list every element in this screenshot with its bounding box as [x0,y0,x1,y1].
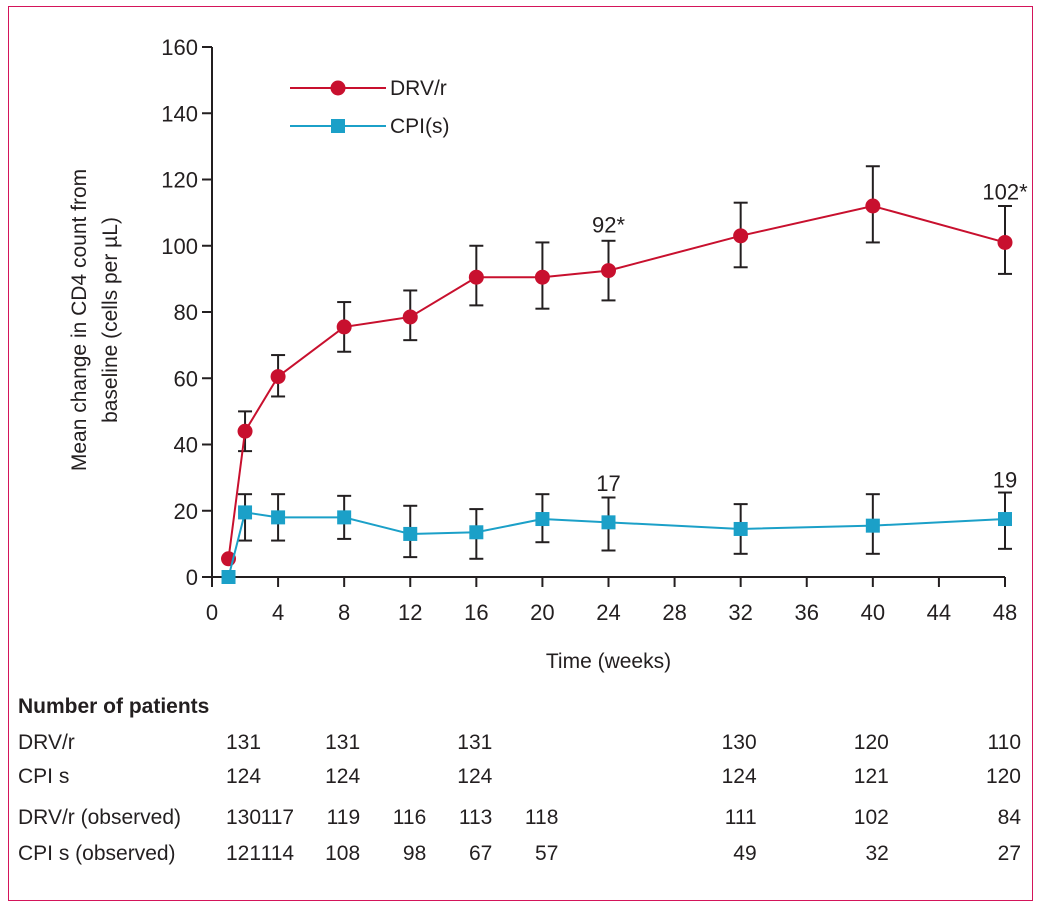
x-tick-label: 24 [596,600,620,625]
patients-count-cell: 49 [733,842,757,865]
drvr-point [237,423,253,439]
patients-count-cell: 124 [457,765,493,788]
data-annotation: 17 [596,471,620,496]
drvr-point [534,269,550,285]
y-tick-label: 140 [161,101,198,126]
cpis-point [998,512,1012,527]
patients-count-cell: 120 [985,765,1021,788]
patients-count-cell: 27 [997,842,1021,865]
y-tick-label: 20 [174,499,198,524]
y-tick-label: 120 [161,168,198,193]
patients-count-cell: 114 [260,842,295,865]
patients-count-cell: 32 [865,842,889,865]
patients-count-cell: 84 [997,806,1021,829]
patients-count-cell: 113 [458,806,493,829]
cpis-point [469,525,484,540]
patients-count-cell: 57 [535,842,559,865]
patients-count-cell: 98 [402,842,427,865]
patients-row-label: CPI s (observed) [18,842,176,865]
y-axis-label: Mean change in CD4 count from [68,169,91,471]
figure-frame [8,6,1033,901]
y-tick-label: 100 [161,234,198,259]
x-tick-label: 16 [464,600,488,625]
drvr-point [997,234,1013,250]
drvr-point [601,263,616,279]
drvr-point [270,369,286,385]
cpis-point [221,570,236,584]
x-tick-label: 44 [927,600,951,625]
cpis-point [733,521,748,536]
patients-count-cell: 131 [225,731,262,754]
patients-count-cell: 130 [225,806,262,829]
y-tick-label: 80 [174,300,198,325]
patients-count-cell: 108 [325,842,361,865]
cpis-point [238,505,253,520]
data-annotation: 102* [982,179,1028,204]
patients-count-cell: 119 [326,806,361,829]
patients-count-cell: 67 [468,842,493,865]
patients-row-label: CPI s [18,765,70,788]
legend-label-drvr: DRV/r [390,77,447,100]
drvr-point [468,269,484,285]
cpis-point [535,512,550,527]
legend-marker-cpis [331,119,345,133]
x-tick-label: 4 [272,600,284,625]
cpis-point [601,515,616,530]
patients-count-cell: 130 [721,731,757,754]
data-annotation: 92* [592,213,625,238]
patients-count-cell: 124 [225,765,262,788]
patients-count-cell: 111 [724,806,757,829]
patients-count-cell: 118 [524,806,559,829]
patients-table-title: Number of patients [18,695,210,718]
drvr-point [865,198,881,214]
patients-count-cell: 110 [987,731,1021,754]
y-tick-label: 60 [174,366,198,391]
y-tick-label: 160 [161,35,198,60]
patients-count-cell: 124 [721,765,757,788]
patients-row-label: DRV/r (observed) [18,806,181,829]
patients-count-cell: 120 [853,731,889,754]
y-axis-label-line2: baseline (cells per µL) [99,217,122,423]
drvr-point [402,309,418,325]
x-tick-label: 8 [338,600,350,625]
y-tick-label: 40 [174,433,198,458]
x-tick-label: 0 [206,600,218,625]
x-tick-label: 32 [728,600,752,625]
legend-label-cpis: CPI(s) [390,115,450,138]
cpis-point [403,526,418,541]
patients-count-cell: 121 [853,765,889,788]
patients-count-cell: 131 [457,731,493,754]
drvr-point [733,228,749,244]
patients-count-cell: 121 [225,842,262,865]
y-tick-label: 0 [186,565,198,590]
patients-count-cell: 124 [325,765,361,788]
patients-row-label: DRV/r [18,731,75,754]
x-axis-label: Time (weeks) [546,650,671,673]
x-tick-label: 40 [861,600,885,625]
x-tick-label: 12 [398,600,422,625]
cpis-point [865,518,880,533]
x-tick-label: 36 [795,600,819,625]
cpis-point [337,510,352,525]
patients-count-cell: 102 [853,806,889,829]
legend-marker-drvr [330,80,346,96]
x-tick-label: 20 [530,600,554,625]
x-tick-label: 28 [662,600,686,625]
patients-count-cell: 117 [260,806,295,829]
x-tick-label: 48 [993,600,1017,625]
data-annotation: 19 [993,468,1017,493]
patients-count-cell: 131 [325,731,361,754]
patients-count-cell: 116 [392,806,427,829]
cpis-point [271,510,286,525]
drvr-point [336,319,352,335]
